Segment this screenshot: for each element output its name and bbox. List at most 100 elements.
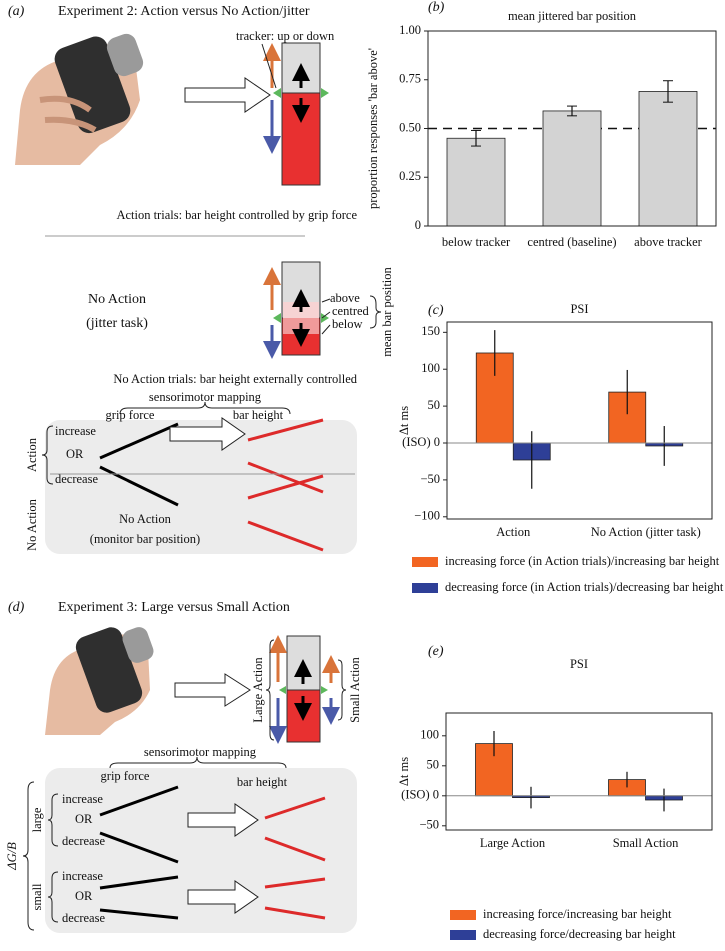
- hollow-arrow: [174, 673, 251, 707]
- legend-swatch: [450, 930, 476, 940]
- small-action-label: Small Action: [348, 656, 362, 722]
- output-label: bar height: [233, 408, 284, 422]
- y-tick-label: 0.75: [399, 72, 421, 86]
- panel-title: Experiment 2: Action versus No Action/ji…: [58, 4, 310, 19]
- brace: [41, 425, 54, 485]
- y-axis-label: proportion responses 'bar above': [366, 48, 380, 209]
- row-label: OR: [75, 889, 93, 903]
- group-label: No Action: [25, 498, 39, 550]
- bar-display: [265, 635, 347, 744]
- row-label: increase: [62, 869, 103, 883]
- legend-label: decreasing force (in Action trials)/decr…: [445, 580, 724, 594]
- bar-display: [263, 261, 382, 359]
- x-tick-label: below tracker: [442, 235, 511, 249]
- tracker-label: tracker: up or down: [236, 29, 335, 43]
- y-tick-label: 50: [427, 758, 440, 772]
- no-action-title: No Action: [88, 292, 146, 307]
- output-label: bar height: [237, 775, 288, 789]
- mapping-lines: [99, 785, 326, 920]
- position-label: above: [330, 291, 360, 305]
- legend-label: increasing force/increasing bar height: [483, 907, 672, 921]
- caption: Action trials: bar height controlled by …: [116, 208, 357, 222]
- y-tick-label: 0: [415, 218, 421, 232]
- y-tick-label: 50: [428, 398, 441, 412]
- y-tick-label: 100: [421, 361, 440, 375]
- plot-frame: [427, 30, 717, 227]
- hand-photo: [45, 627, 154, 735]
- legend-swatch: [412, 583, 438, 593]
- row-label: OR: [66, 447, 84, 461]
- row-label: OR: [75, 812, 93, 826]
- hollow-arrow: [187, 880, 259, 914]
- row-label: decrease: [55, 472, 98, 486]
- group-label: Action: [25, 437, 39, 472]
- input-label: grip force: [106, 408, 155, 422]
- y-tick-label: 0.50: [399, 120, 421, 134]
- y-tick-label: 1.00: [399, 23, 421, 37]
- large-action-label: Large Action: [251, 657, 265, 723]
- mapping-title: sensorimotor mapping: [144, 745, 257, 759]
- bar: [542, 110, 602, 227]
- brace: [119, 401, 291, 415]
- panel-title: Experiment 3: Large versus Small Action: [58, 600, 290, 615]
- legend-swatch: [412, 557, 438, 567]
- position-label: below: [332, 317, 363, 331]
- y-tick-label: 0.25: [399, 169, 421, 183]
- mapping-box: [45, 768, 357, 933]
- legend-label: increasing force (in Action trials)/incr…: [445, 554, 720, 568]
- chart-title: PSI: [570, 657, 588, 671]
- brace: [109, 756, 287, 769]
- x-tick-label: Small Action: [613, 836, 679, 850]
- panel-label: (c): [428, 303, 444, 318]
- legend-label: decreasing force/decreasing bar height: [483, 927, 676, 941]
- row-label: increase: [55, 424, 96, 438]
- group-label: small: [30, 883, 44, 911]
- hollow-arrow: [184, 77, 271, 113]
- panel-label: (b): [428, 0, 445, 15]
- y-tick-label: −50: [420, 472, 440, 486]
- legend-swatch: [450, 910, 476, 920]
- panel-label: (d): [8, 600, 25, 615]
- bar-display: [261, 42, 329, 186]
- no-action-note: (monitor bar position): [90, 532, 200, 546]
- row-label: decrease: [62, 834, 105, 848]
- x-tick-label: above tracker: [634, 235, 703, 249]
- mapping-lines: [99, 418, 324, 552]
- chart-title: mean jittered bar position: [508, 9, 637, 23]
- row-label: decrease: [62, 911, 105, 925]
- group-label: large: [30, 807, 44, 832]
- y-tick-label: −100: [414, 509, 440, 523]
- group-axis-label: ΔG/B: [5, 842, 19, 871]
- bar: [638, 91, 698, 227]
- row-label: increase: [62, 792, 103, 806]
- y-tick-label: −50: [419, 818, 439, 832]
- caption: No Action trials: bar height externally …: [113, 372, 357, 386]
- plot-frame: [445, 712, 713, 831]
- panel-label: (a): [8, 4, 25, 19]
- y-axis-label: Δt ms: [397, 406, 411, 435]
- input-label: grip force: [101, 769, 150, 783]
- brace: [22, 781, 35, 931]
- hollow-arrow: [187, 803, 259, 837]
- no-action-subtitle: (jitter task): [86, 316, 148, 331]
- y-tick-label: 100: [420, 728, 439, 742]
- x-tick-label: Large Action: [480, 836, 546, 850]
- x-tick-label: Action: [496, 525, 531, 539]
- position-axis-label: mean bar position: [380, 266, 394, 356]
- x-tick-label: No Action (jitter task): [591, 525, 701, 539]
- bar: [446, 137, 506, 227]
- position-label: centred: [332, 304, 370, 318]
- hand-photo: [5, 30, 155, 170]
- y-tick-label: (ISO) 0: [402, 435, 440, 449]
- panel-label: (e): [428, 644, 444, 659]
- mapping-box: [45, 420, 357, 554]
- no-action-text: No Action: [119, 512, 171, 526]
- y-tick-label: 150: [421, 324, 440, 338]
- plot-frame: [446, 321, 713, 520]
- brace: [47, 793, 59, 847]
- y-axis-label: Δt ms: [397, 757, 411, 786]
- y-tick-label: (ISO) 0: [401, 788, 439, 802]
- x-tick-label: centred (baseline): [527, 235, 616, 249]
- mapping-title: sensorimotor mapping: [149, 390, 262, 404]
